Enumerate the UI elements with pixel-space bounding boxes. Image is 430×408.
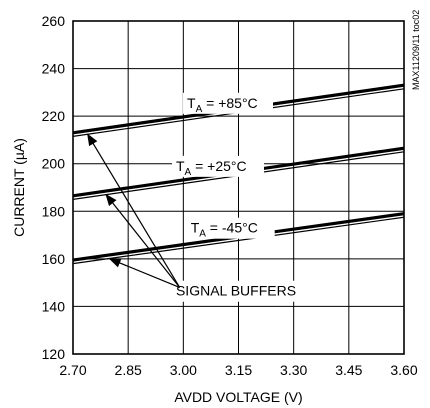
y-axis-label: CURRENT (µA) [11, 138, 27, 237]
series-label: TA = +85°C [187, 95, 258, 115]
y-tick-label: 220 [42, 108, 66, 124]
label-background [183, 92, 274, 114]
y-tick-label: 260 [42, 13, 66, 29]
tick-labels: 2.70 2.85 3.00 3.15 3.30 3.45 3.60 120 140 160 180… [42, 13, 418, 378]
annotation-arrow [87, 133, 181, 288]
series-label: TA = +25°C [176, 158, 247, 178]
x-tick-label: 2.85 [115, 362, 142, 378]
y-tick-label: 200 [42, 156, 66, 172]
label-background [186, 217, 275, 239]
x-tick-label: 3.15 [225, 362, 252, 378]
x-axis-label: AVDD VOLTAGE (V) [174, 389, 302, 405]
x-tick-label: 3.60 [390, 362, 417, 378]
y-tick-label: 140 [42, 298, 66, 314]
series-label: TA = -45°C [191, 220, 258, 240]
y-tick-label: 240 [42, 61, 66, 77]
annotation-arrow [108, 258, 180, 288]
annotation-arrow [105, 193, 181, 288]
series-line-thin [72, 216, 405, 265]
x-tick-label: 3.45 [335, 362, 362, 378]
annotations: TA = +85°C TA = +25°C TA = -45°C SIGNAL BUF… [87, 92, 302, 302]
figure-tag: MAX11209/11 toc02 [411, 10, 421, 90]
y-tick-label: 160 [42, 251, 66, 267]
y-tick-label: 120 [42, 346, 66, 362]
annotation-background [171, 280, 302, 302]
signal-buffers-label: SIGNAL BUFFERS [176, 283, 296, 299]
x-tick-label: 3.00 [170, 362, 197, 378]
plot-frame [72, 20, 405, 355]
x-tick-label: 2.70 [59, 362, 86, 378]
x-tick-label: 3.30 [280, 362, 307, 378]
label-background [171, 155, 264, 177]
y-tick-label: 180 [42, 203, 66, 219]
